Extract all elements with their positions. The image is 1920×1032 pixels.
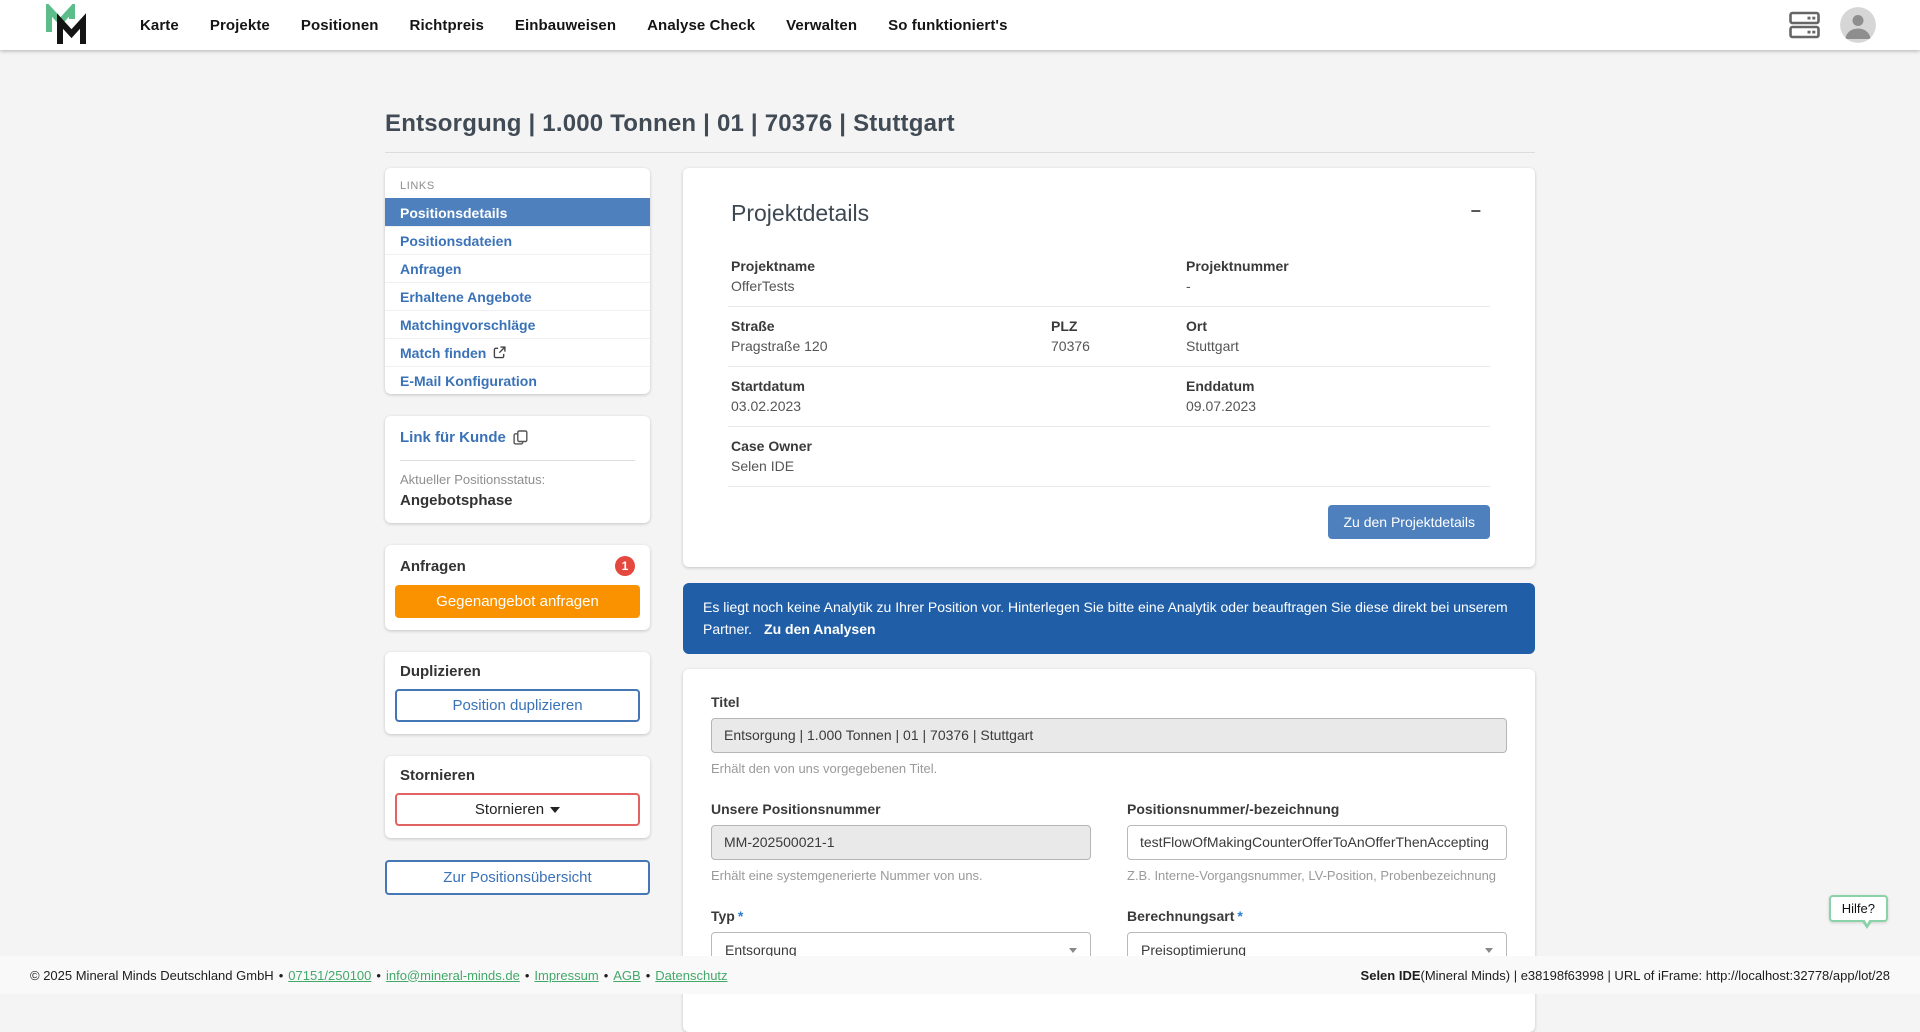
position-status-label: Aktueller Positionsstatus: [400, 472, 635, 487]
positionsnummer-input[interactable] [1127, 825, 1507, 860]
unsere-positionsnummer-helper: Erhält eine systemgenerierte Nummer von … [711, 868, 1091, 883]
nav-item[interactable]: Verwalten [786, 17, 857, 34]
agb-link[interactable]: AGB [613, 968, 640, 983]
enddatum-label: Enddatum [1186, 378, 1487, 394]
stornieren-card-title: Stornieren [400, 767, 475, 784]
ort-label: Ort [1186, 318, 1487, 334]
customer-link[interactable]: Link für Kunde [400, 429, 528, 446]
copy-icon [513, 430, 528, 445]
external-link-icon [493, 346, 506, 359]
project-row: Projektname OfferTests Projektnummer - [728, 247, 1490, 307]
main-column: Projektdetails − Projektname OfferTests … [683, 168, 1535, 1032]
case-owner-value: Selen IDE [731, 458, 1051, 474]
caret-down-icon [550, 807, 560, 813]
footer: © 2025 Mineral Minds Deutschland GmbH • … [0, 956, 1920, 994]
help-button[interactable]: Hilfe? [1829, 895, 1888, 922]
datenschutz-link[interactable]: Datenschutz [655, 968, 727, 983]
stornieren-dropdown-button[interactable]: Stornieren [395, 793, 640, 826]
plz-value: 70376 [1051, 338, 1186, 354]
project-row: Case Owner Selen IDE [728, 427, 1490, 487]
unsere-positionsnummer-input [711, 825, 1091, 860]
strasse-value: Pragstraße 120 [731, 338, 1051, 354]
anfragen-card-title: Anfragen [400, 558, 466, 575]
customer-link-card: Link für Kunde Aktueller Positionsstatus… [385, 416, 650, 523]
nav-item[interactable]: Richtpreis [410, 17, 484, 34]
berechnungsart-label: Berechnungsart [1127, 908, 1234, 924]
duplizieren-card-title: Duplizieren [400, 663, 481, 680]
startdatum-value: 03.02.2023 [731, 398, 1051, 414]
position-duplizieren-button[interactable]: Position duplizieren [395, 689, 640, 722]
sidebar-link[interactable]: Match finden [385, 338, 650, 366]
nav-item[interactable]: Karte [140, 17, 179, 34]
ort-value: Stuttgart [1186, 338, 1487, 354]
sidebar-link[interactable]: Positionsdateien [385, 226, 650, 254]
project-row: Straße Pragstraße 120 PLZ 70376 Ort Stut… [728, 307, 1490, 367]
nav-item[interactable]: Analyse Check [647, 17, 755, 34]
links-header: LINKS [385, 175, 650, 198]
unsere-positionsnummer-label: Unsere Positionsnummer [711, 801, 1091, 817]
page-title: Entsorgung | 1.000 Tonnen | 01 | 70376 |… [385, 110, 1535, 138]
footer-user: Selen IDE [1361, 968, 1421, 983]
gegenangebot-anfragen-button[interactable]: Gegenangebot anfragen [395, 585, 640, 618]
projektname-label: Projektname [731, 258, 1051, 274]
mineral-minds-logo-icon [44, 4, 88, 46]
startdatum-label: Startdatum [731, 378, 1051, 394]
required-asterisk: * [738, 908, 743, 924]
links-card: LINKS Positionsdetails [385, 168, 650, 394]
stornieren-card: Stornieren Stornieren [385, 756, 650, 838]
sidebar: LINKS Positionsdetails [385, 168, 650, 895]
plz-label: PLZ [1051, 318, 1186, 334]
analytik-info-banner: Es liegt noch keine Analytik zu Ihrer Po… [683, 583, 1535, 654]
impressum-link[interactable]: Impressum [534, 968, 598, 983]
collapse-icon[interactable]: − [1464, 200, 1487, 222]
app-logo[interactable] [44, 4, 88, 46]
anfragen-card: Anfragen 1 Gegenangebot anfragen [385, 545, 650, 630]
nav-item[interactable]: So funktioniert's [888, 17, 1007, 34]
server-stack-icon[interactable] [1789, 11, 1820, 39]
phone-link[interactable]: 07151/250100 [288, 968, 371, 983]
zur-positionsuebersicht-button[interactable]: Zur Positionsübersicht [385, 860, 650, 895]
positionsnummer-helper: Z.B. Interne-Vorgangsnummer, LV-Position… [1127, 868, 1507, 883]
sidebar-link[interactable]: Anfragen [385, 254, 650, 282]
enddatum-value: 09.07.2023 [1186, 398, 1487, 414]
main-menu: Karte Projekte Positionen Richtpreis Ein… [140, 17, 1008, 34]
divider [400, 460, 635, 461]
zu-den-projektdetails-button[interactable]: Zu den Projektdetails [1328, 505, 1490, 539]
sidebar-link[interactable]: Matchingvorschläge [385, 310, 650, 338]
select-caret-icon [1069, 948, 1077, 953]
zu-den-analysen-link[interactable]: Zu den Analysen [764, 621, 876, 637]
nav-item[interactable]: Positionen [301, 17, 379, 34]
anfragen-count-badge: 1 [615, 556, 635, 576]
case-owner-label: Case Owner [731, 438, 1051, 454]
sidebar-link[interactable]: Erhaltene Angebote [385, 282, 650, 310]
projektnummer-value: - [1186, 278, 1487, 294]
projektdetails-card: Projektdetails − Projektname OfferTests … [683, 168, 1535, 567]
duplizieren-card: Duplizieren Position duplizieren [385, 652, 650, 734]
titel-helper: Erhält den von uns vorgegebenen Titel. [711, 761, 1507, 776]
select-caret-icon [1485, 948, 1493, 953]
titel-input [711, 718, 1507, 753]
required-asterisk: * [1237, 908, 1242, 924]
projektnummer-label: Projektnummer [1186, 258, 1487, 274]
strasse-label: Straße [731, 318, 1051, 334]
position-status-value: Angebotsphase [400, 492, 635, 509]
footer-session-info: (Mineral Minds) | e38198f63998 | URL of … [1421, 968, 1890, 983]
sidebar-link[interactable]: E-Mail Konfiguration [385, 366, 650, 394]
email-link[interactable]: info@mineral-minds.de [386, 968, 520, 983]
copyright-text: © 2025 Mineral Minds Deutschland GmbH [30, 968, 274, 983]
nav-item[interactable]: Einbauweisen [515, 17, 616, 34]
nav-item[interactable]: Projekte [210, 17, 270, 34]
projektdetails-title: Projektdetails [731, 200, 869, 227]
user-avatar[interactable] [1840, 7, 1876, 43]
positionsnummer-label: Positionsnummer/-bezeichnung [1127, 801, 1507, 817]
sidebar-links: Positionsdetails Positionsdateien [385, 198, 650, 394]
typ-label: Typ [711, 908, 735, 924]
project-row: Startdatum 03.02.2023 Enddatum 09.07.202… [728, 367, 1490, 427]
projektname-value: OfferTests [731, 278, 1051, 294]
sidebar-link[interactable]: Positionsdetails [385, 198, 650, 226]
top-navbar: Karte Projekte Positionen Richtpreis Ein… [0, 0, 1920, 50]
titel-label: Titel [711, 694, 1507, 710]
